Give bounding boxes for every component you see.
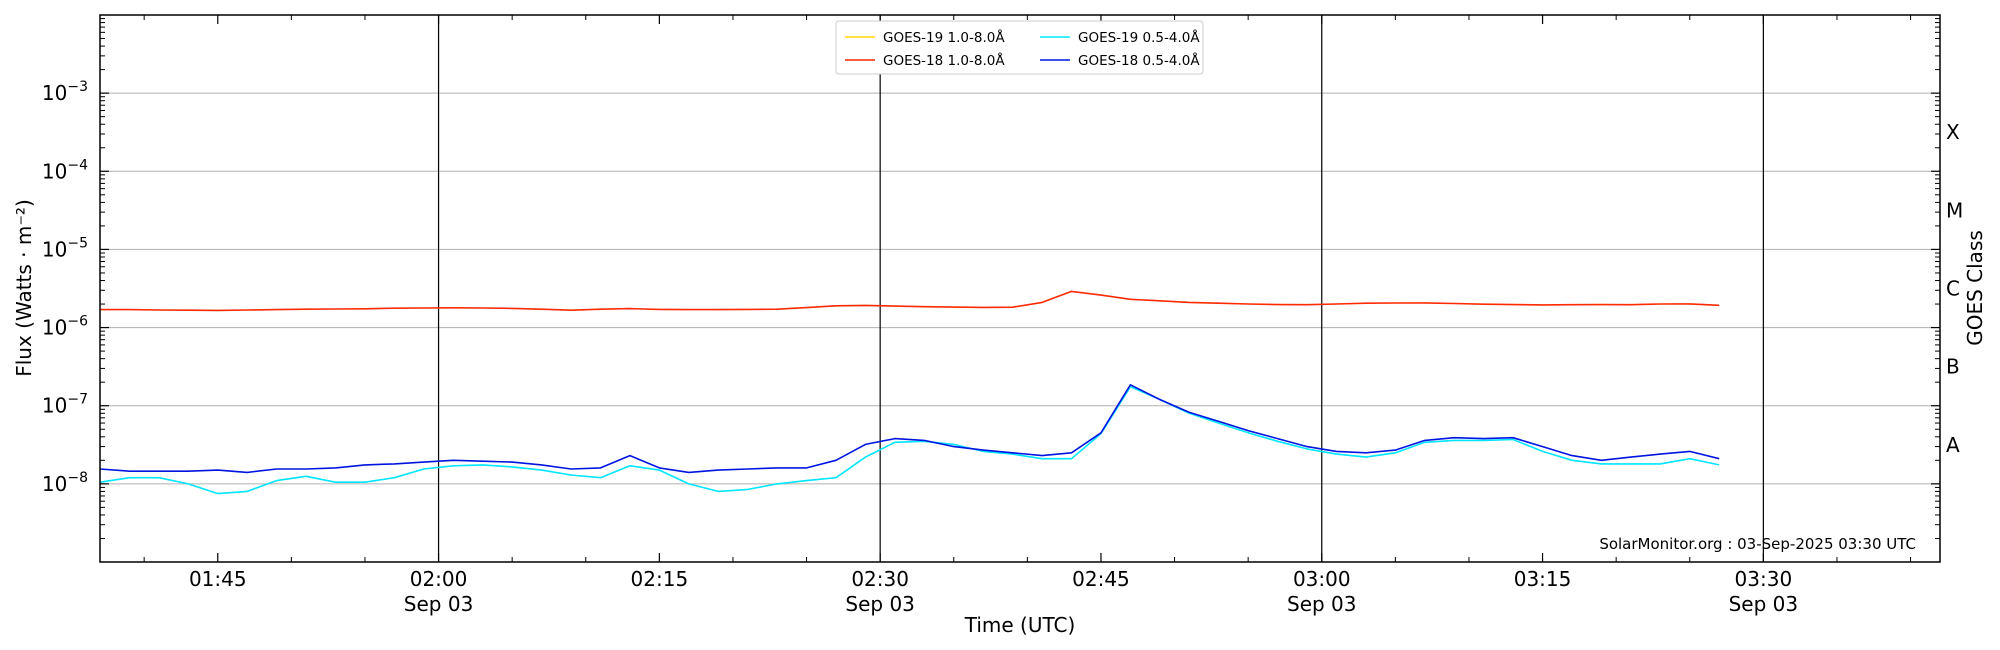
series-line: [99, 385, 1720, 495]
x-tick-label: 01:45: [189, 567, 247, 591]
y-axis-ticks: 10−810−710−610−510−410−3: [42, 18, 1940, 539]
x-tick-label: 02:00: [410, 567, 468, 591]
y-tick-base: 10: [42, 81, 67, 105]
vertical-day-lines: [437, 15, 1764, 562]
legend-label: GOES-19 1.0-8.0Å: [883, 29, 1005, 46]
x-tick-label: 03:15: [1514, 567, 1572, 591]
y-tick-exponent: −8: [67, 470, 88, 486]
goes-class-label: A: [1946, 433, 1960, 457]
legend-label: GOES-19 0.5-4.0Å: [1078, 29, 1200, 46]
y-tick-label: 10−6: [42, 314, 88, 340]
y-tick-base: 10: [42, 394, 67, 418]
y-tick-base: 10: [42, 316, 67, 340]
legend-box: [835, 20, 1204, 75]
y-tick-exponent: −4: [67, 157, 88, 173]
goes-class-label: C: [1946, 277, 1960, 301]
legend-label: GOES-18 0.5-4.0Å: [1078, 52, 1200, 69]
y-tick-base: 10: [42, 472, 67, 496]
series-line: [100, 290, 1720, 312]
goes-class-label: X: [1946, 120, 1960, 144]
goes-class-label: M: [1946, 198, 1963, 222]
legend-label: GOES-18 1.0-8.0Å: [883, 52, 1005, 69]
y-axis-title: Flux (Watts · m⁻²): [12, 199, 36, 377]
y-tick-exponent: −6: [67, 314, 88, 330]
x-tick-label: Sep 03: [1729, 592, 1799, 616]
y-tick-label: 10−3: [42, 79, 88, 105]
y-tick-exponent: −5: [67, 235, 88, 251]
y-tick-base: 10: [42, 159, 67, 183]
y-tick-label: 10−5: [42, 235, 88, 261]
x-tick-label: Sep 03: [404, 592, 474, 616]
y-tick-label: 10−7: [42, 392, 88, 418]
x-tick-label: Sep 03: [845, 592, 915, 616]
goes-class-label: B: [1946, 355, 1960, 379]
x-tick-label: Sep 03: [1287, 592, 1357, 616]
y-tick-label: 10−4: [42, 157, 88, 183]
y-tick-base: 10: [42, 237, 67, 261]
series-line: [99, 383, 1720, 474]
goes-class-labels: A B C M X: [1946, 120, 1963, 457]
y-tick-exponent: −3: [67, 79, 88, 95]
x-tick-label: 02:45: [1072, 567, 1130, 591]
x-tick-label: 02:15: [631, 567, 689, 591]
grid-lines: [100, 92, 1940, 485]
credit-text: SolarMonitor.org : 03-Sep-2025 03:30 UTC: [1599, 535, 1916, 553]
x-tick-label: 02:30: [851, 567, 909, 591]
y-tick-label: 10−8: [42, 470, 88, 496]
y-tick-exponent: −7: [67, 392, 88, 408]
plot-frame: [99, 14, 1941, 563]
x-axis-title: Time (UTC): [964, 613, 1076, 637]
goes-class-axis-title: GOES Class: [1963, 230, 1987, 346]
x-tick-label: 03:00: [1293, 567, 1351, 591]
legend: GOES-19 1.0-8.0Å GOES-18 1.0-8.0Å GOES-19 …: [835, 20, 1204, 75]
data-series: [99, 290, 1720, 495]
x-tick-label: 03:30: [1735, 567, 1793, 591]
